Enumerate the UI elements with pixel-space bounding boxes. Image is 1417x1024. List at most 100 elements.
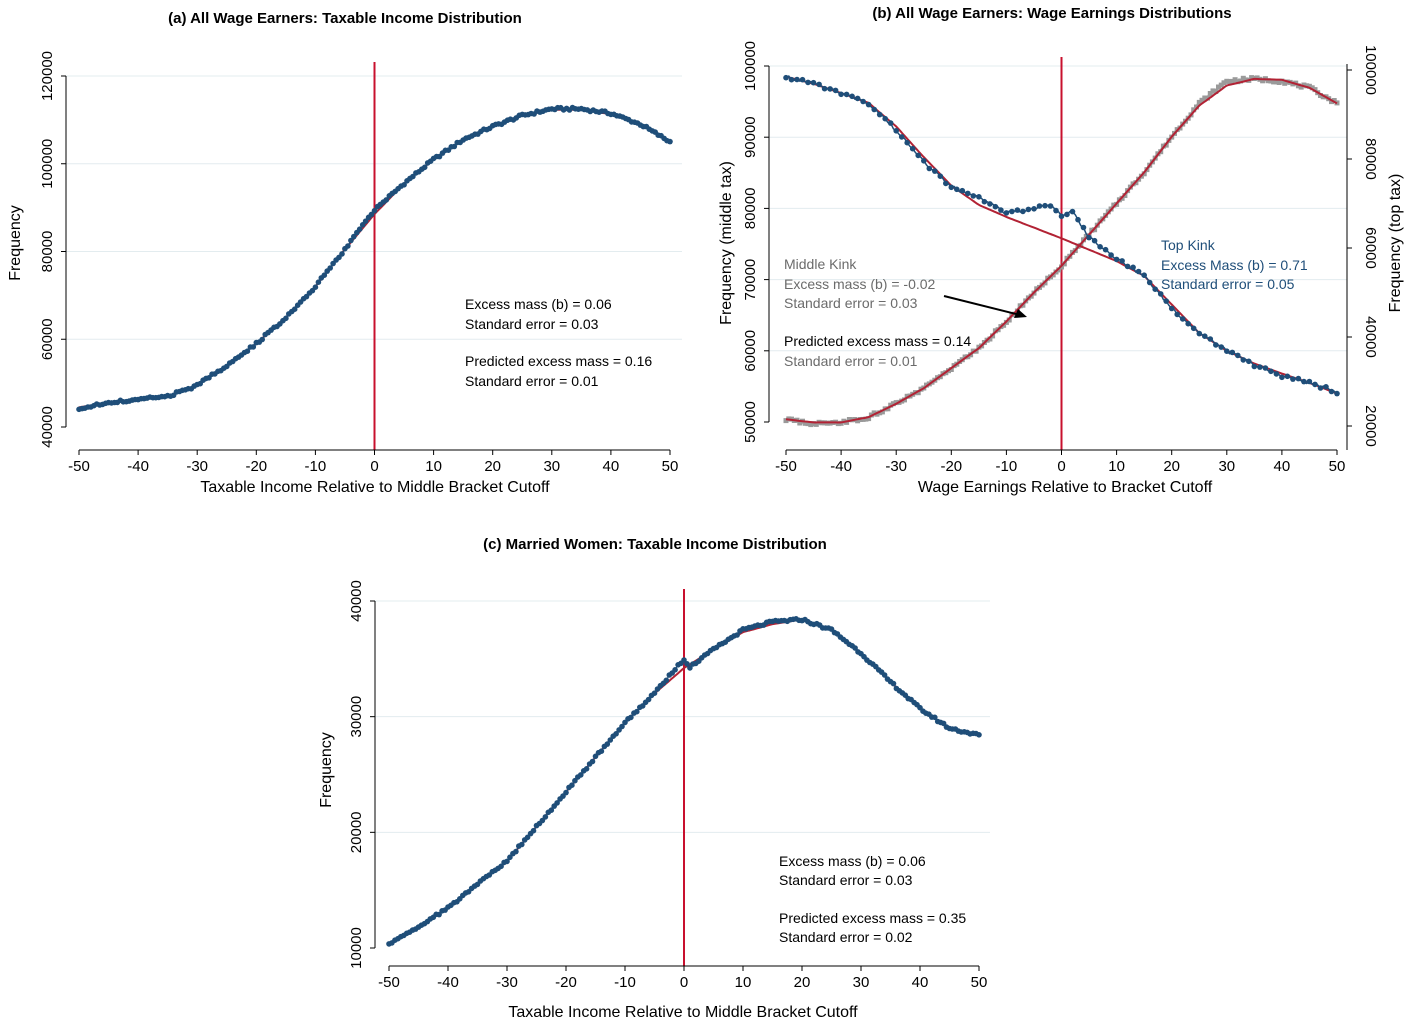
middle-kink-point	[1080, 224, 1087, 231]
middle-kink-point	[1163, 298, 1169, 304]
top-kink-point	[915, 390, 921, 396]
top-kink-point	[1271, 79, 1277, 85]
middle-kink-point	[876, 111, 883, 118]
data-point	[312, 284, 319, 291]
panel-b-ylabel-left: Frequency (middle tax)	[718, 161, 735, 325]
data-point	[663, 677, 670, 684]
data-point	[563, 789, 569, 796]
middle-kink-point	[1279, 374, 1285, 381]
top-kink-point	[1309, 85, 1315, 91]
middle-kink-point	[1295, 375, 1302, 382]
y-tick-label: 120000	[39, 51, 56, 101]
x-tick-label: -30	[186, 458, 208, 475]
middle-kink-point	[1119, 258, 1125, 264]
middle-kink-point	[954, 186, 960, 193]
y-tick-label: 30000	[348, 696, 365, 738]
middle-kink-point	[1108, 252, 1114, 258]
y-tick-label: 80000	[742, 188, 759, 230]
data-point	[569, 782, 575, 788]
top-kink-point	[1265, 78, 1271, 84]
middle-kink-point	[1036, 203, 1043, 209]
middle-kink-point	[1025, 206, 1032, 213]
data-point	[368, 211, 375, 218]
middle-kink-point	[1141, 272, 1147, 279]
middle-kink-point	[1146, 279, 1153, 286]
middle-kink-point	[1323, 384, 1329, 390]
top-kink-point	[1202, 95, 1208, 101]
middle-kink-point	[1268, 368, 1274, 375]
middle-kink-point	[1301, 378, 1307, 385]
data-point	[932, 714, 938, 721]
top-kink-point	[1194, 104, 1199, 110]
middle-kink-point	[1135, 268, 1142, 275]
data-point	[554, 800, 560, 806]
panel-c-predicted-se: Standard error = 0.02	[779, 929, 913, 945]
data-point	[345, 243, 351, 249]
middle-kink-point	[832, 87, 839, 94]
panel-c-data-points	[386, 616, 982, 947]
middle-kink-point	[1262, 365, 1269, 371]
top-kink-point	[797, 420, 803, 426]
x-tick-label: -40	[437, 974, 459, 991]
middle-kink-point	[1202, 333, 1208, 340]
top-kink-point	[893, 400, 899, 406]
data-point	[681, 657, 687, 663]
top-kink-point	[1216, 84, 1221, 90]
top-kink-point	[1213, 89, 1219, 94]
middle-kink-point	[1185, 320, 1191, 327]
data-point	[451, 143, 458, 150]
data-point	[613, 731, 619, 737]
panel-b-axes: 50000 60000 70000 80000 90000 100000 -50 -40 -30…	[742, 41, 1379, 475]
middle-kink-point	[827, 86, 833, 92]
data-point	[628, 714, 634, 721]
x-tick-label: 10	[735, 974, 752, 991]
y-tick-label: 100000	[742, 41, 759, 91]
data-point	[315, 279, 322, 286]
top-kink-point	[1260, 78, 1266, 84]
middle-kink-point	[1058, 213, 1065, 220]
middle-kink-point	[1334, 390, 1340, 397]
middle-kink-point	[904, 139, 910, 146]
panel-b-top-excess-se: Standard error = 0.05	[1161, 276, 1295, 292]
x-tick-label: -10	[996, 458, 1018, 475]
middle-kink-point	[1218, 344, 1225, 350]
top-kink-point	[1221, 80, 1227, 86]
top-kink-point	[1191, 107, 1197, 113]
middle-kink-point	[1224, 348, 1230, 355]
top-kink-point	[1318, 93, 1323, 98]
middle-kink-point	[838, 91, 844, 98]
y-tick-label: 10000	[348, 927, 365, 969]
middle-kink-point	[1240, 357, 1247, 363]
middle-kink-point	[1157, 291, 1164, 297]
data-point	[607, 737, 614, 743]
top-kink-point	[835, 421, 841, 427]
x-tick-label: 20	[1163, 458, 1180, 475]
top-kink-point	[1282, 80, 1288, 86]
x-tick-label: -50	[378, 974, 400, 991]
top-kink-point	[1111, 202, 1117, 208]
data-point	[507, 854, 513, 861]
panel-c-predicted-mass: Predicted excess mass = 0.35	[779, 910, 966, 926]
middle-kink-point	[965, 190, 971, 197]
middle-kink-point	[1031, 206, 1037, 212]
data-point	[583, 766, 590, 772]
middle-kink-point	[799, 76, 806, 83]
data-point	[421, 164, 428, 171]
top-kink-point	[863, 416, 869, 422]
middle-kink-point	[1069, 208, 1076, 215]
panel-b-arrow-line	[943, 295, 1021, 316]
x-tick-label: -40	[127, 458, 149, 475]
panel-b-middle-excess-mass: Excess mass (b) = -0.02	[784, 276, 936, 292]
y-tick-label: 80000	[39, 231, 56, 273]
middle-kink-point	[1047, 203, 1054, 209]
x-tick-label: 30	[1218, 458, 1235, 475]
top-kink-point	[1224, 78, 1230, 84]
y-tick-label: 60000	[39, 318, 56, 360]
y-right-tick-label: 100000	[1362, 45, 1379, 95]
top-kink-point	[1320, 94, 1326, 100]
panel-a-ylabel: Frequency	[7, 205, 24, 281]
middle-kink-point	[816, 81, 822, 88]
middle-kink-point	[1312, 381, 1318, 388]
x-tick-label: -20	[940, 458, 962, 475]
